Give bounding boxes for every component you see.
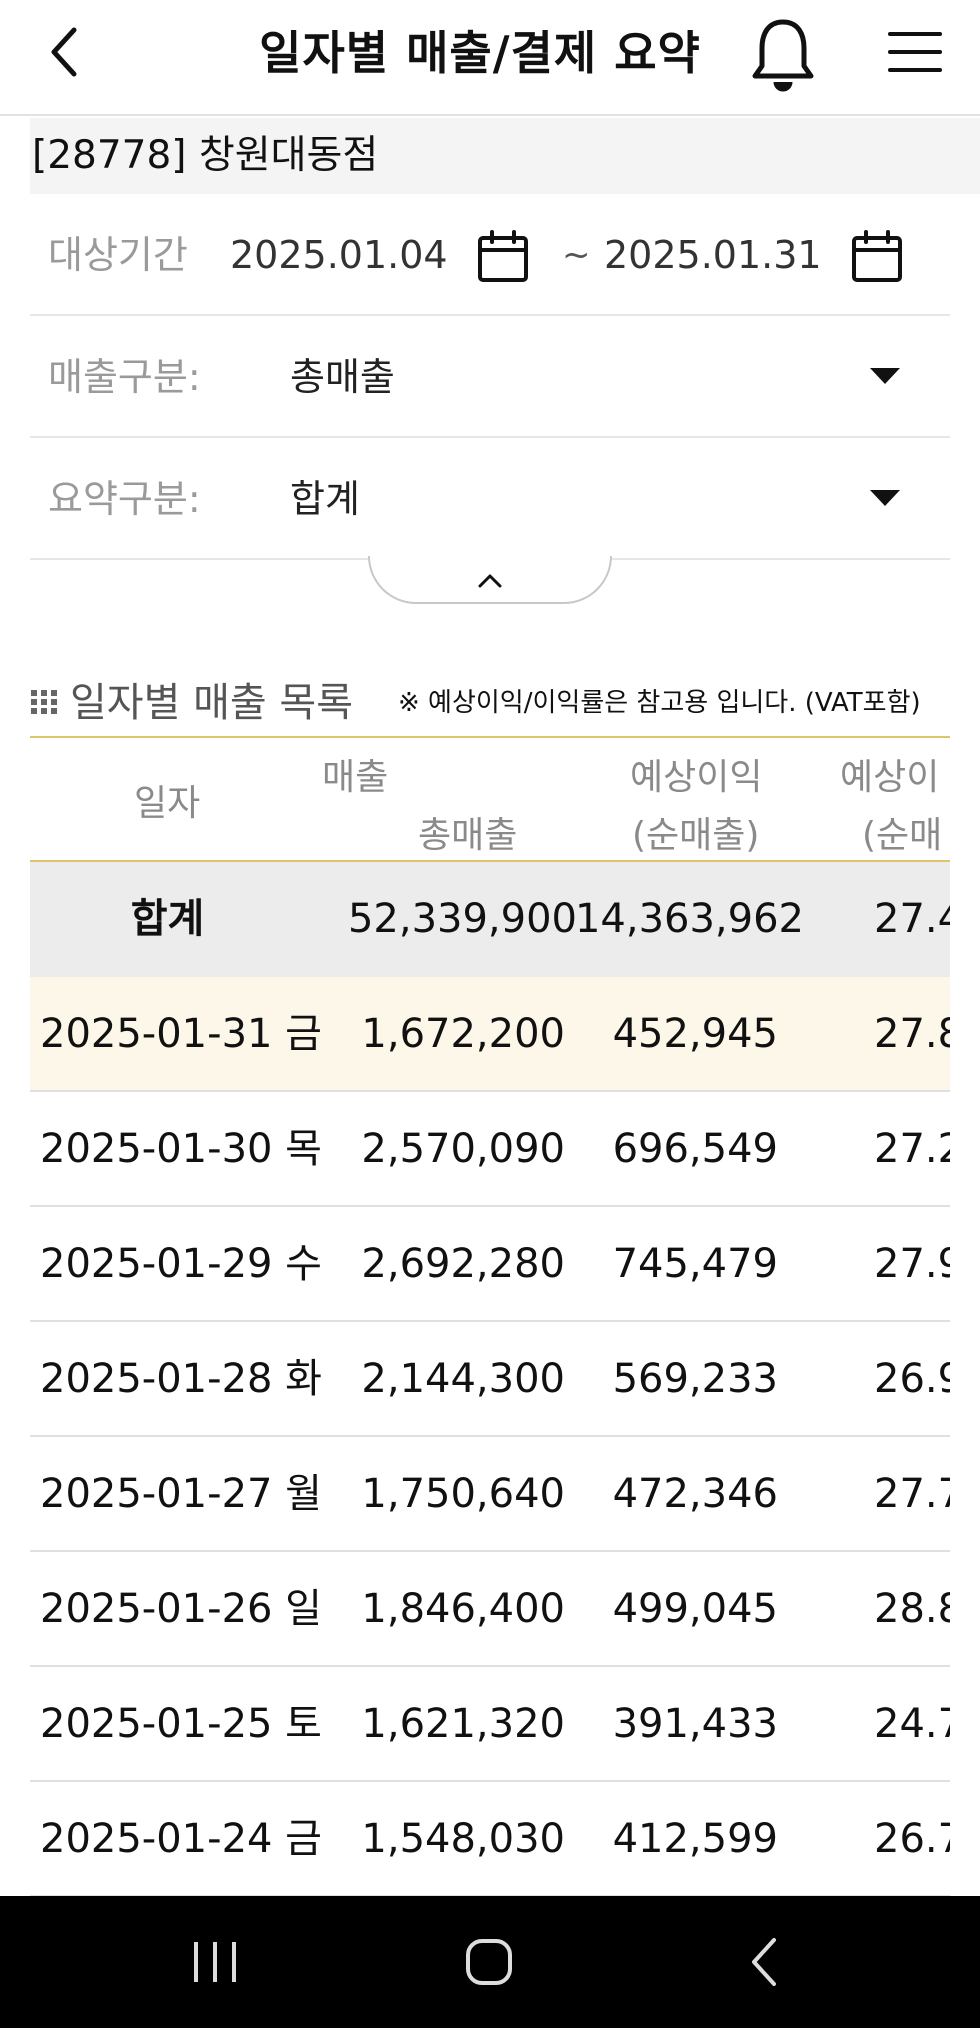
start-date-calendar-button[interactable] (476, 230, 530, 284)
row-sales: 1,750,640 (361, 1471, 565, 1517)
summary-type-value: 합계 (290, 477, 360, 521)
row-rate: 26.9 (874, 1356, 950, 1402)
row-date: 2025-01-26 일 (40, 1586, 322, 1632)
summary-type-select[interactable]: 합계 (244, 438, 950, 560)
table-header: 일자 매출 총매출 예상이익 (순매출) 예상이 (순매 (30, 738, 950, 862)
sales-type-filter-row: 매출구분: 총매출 (30, 316, 950, 438)
menu-button[interactable] (882, 24, 948, 80)
calendar-icon (478, 230, 528, 282)
total-rate: 27.4 (874, 896, 950, 942)
row-rate: 27.2 (874, 1126, 950, 1172)
column-header-rate-sub: (순매 (862, 815, 943, 856)
system-nav-bar (0, 1896, 980, 2028)
period-filter-row: 대상기간 2025.01.04 ~ 2025.01.31 (30, 194, 950, 316)
end-date-calendar-button[interactable] (850, 230, 904, 284)
column-header-total-sales: 총매출 (418, 815, 518, 856)
table-row[interactable]: 2025-01-28 화 2,144,300 569,233 26.9 (30, 1322, 950, 1437)
row-rate: 27.8 (874, 1011, 950, 1057)
table-row[interactable]: 2025-01-30 목 2,570,090 696,549 27.2 (30, 1092, 950, 1207)
back-button[interactable] (40, 22, 100, 82)
total-profit: 14,363,962 (574, 896, 804, 942)
column-group-sales: 매출 (322, 757, 389, 798)
row-profit: 472,346 (612, 1471, 778, 1517)
list-title-row: 일자별 매출 목록 ※ 예상이익/이익률은 참고용 입니다. (VAT포함) (30, 670, 950, 736)
row-profit: 745,479 (612, 1241, 778, 1287)
table-row[interactable]: 2025-01-25 토 1,621,320 391,433 24.7 (30, 1667, 950, 1782)
store-bar: [28778] 창원대동점 (30, 118, 980, 194)
recent-apps-icon (194, 1942, 236, 1982)
collapse-filters-button[interactable] (368, 556, 612, 604)
home-icon (466, 1939, 512, 1985)
table-row[interactable]: 2025-01-26 일 1,846,400 499,045 28.8 (30, 1552, 950, 1667)
row-date: 2025-01-28 화 (40, 1356, 322, 1402)
system-back-button[interactable] (730, 1932, 800, 1992)
row-date: 2025-01-27 월 (40, 1471, 322, 1517)
back-arrow-icon (752, 1938, 776, 1986)
table-row[interactable]: 2025-01-24 금 1,548,030 412,599 26.7 (30, 1782, 950, 1896)
row-profit: 696,549 (612, 1126, 778, 1172)
row-date: 2025-01-24 금 (40, 1816, 322, 1862)
row-date: 2025-01-25 토 (40, 1701, 322, 1747)
row-sales: 1,672,200 (361, 1011, 565, 1057)
row-sales: 1,846,400 (361, 1586, 565, 1632)
column-header-profit-sub: (순매출) (632, 815, 760, 856)
row-profit: 499,045 (612, 1586, 778, 1632)
row-sales: 2,570,090 (361, 1126, 565, 1172)
store-name: [28778] 창원대동점 (32, 133, 379, 178)
row-rate: 27.9 (874, 1241, 950, 1287)
chevron-left-icon (51, 27, 77, 77)
bell-icon (752, 19, 814, 92)
sales-type-select[interactable]: 총매출 (244, 316, 950, 438)
row-sales: 2,692,280 (361, 1241, 565, 1287)
summary-type-label: 요약구분: (48, 477, 201, 521)
date-range-separator: ~ (562, 235, 591, 275)
row-sales: 2,144,300 (361, 1356, 565, 1402)
page-title: 일자별 매출/결제 요약 (259, 26, 701, 80)
row-date: 2025-01-29 수 (40, 1241, 322, 1287)
row-profit: 412,599 (612, 1816, 778, 1862)
list-note: ※ 예상이익/이익률은 참고용 입니다. (VAT포함) (398, 688, 921, 718)
notification-button[interactable] (748, 16, 818, 92)
sales-type-label: 매출구분: (48, 355, 201, 399)
home-button[interactable] (454, 1932, 524, 1992)
sales-type-value: 총매출 (290, 355, 395, 399)
row-sales: 1,621,320 (361, 1701, 565, 1747)
table-row[interactable]: 2025-01-29 수 2,692,280 745,479 27.9 (30, 1207, 950, 1322)
chevron-up-icon (478, 574, 502, 588)
total-label: 합계 (130, 896, 205, 942)
column-header-rate: 예상이 (840, 757, 940, 798)
column-header-date: 일자 (134, 783, 201, 824)
row-sales: 1,548,030 (361, 1816, 565, 1862)
grid-dots-icon (31, 690, 57, 714)
column-header-profit: 예상이익 (630, 757, 763, 798)
table-row[interactable]: 2025-01-27 월 1,750,640 472,346 27.7 (30, 1437, 950, 1552)
summary-type-filter-row: 요약구분: 합계 (30, 438, 950, 560)
app-header: 일자별 매출/결제 요약 (0, 0, 980, 116)
list-title: 일자별 매출 목록 (70, 680, 354, 726)
row-profit: 391,433 (612, 1701, 778, 1747)
row-rate: 26.7 (874, 1816, 950, 1862)
row-rate: 24.7 (874, 1701, 950, 1747)
total-sales: 52,339,900 (347, 896, 577, 942)
table-row[interactable]: 2025-01-31 금 1,672,200 452,945 27.8 (30, 977, 950, 1092)
end-date-field[interactable]: 2025.01.31 (604, 233, 822, 277)
row-rate: 27.7 (874, 1471, 950, 1517)
daily-sales-table[interactable]: 일자 매출 총매출 예상이익 (순매출) 예상이 (순매 합계 52,339,9… (30, 736, 950, 1896)
start-date-field[interactable]: 2025.01.04 (230, 233, 448, 277)
row-rate: 28.8 (874, 1586, 950, 1632)
period-label: 대상기간 (48, 233, 188, 277)
table-total-row: 합계 52,339,900 14,363,962 27.4 (30, 862, 950, 977)
hamburger-menu-icon (888, 32, 942, 72)
caret-down-icon (870, 490, 900, 506)
calendar-icon (852, 230, 902, 282)
row-date: 2025-01-31 금 (40, 1011, 322, 1057)
row-date: 2025-01-30 목 (40, 1126, 322, 1172)
recent-apps-button[interactable] (180, 1932, 250, 1992)
caret-down-icon (870, 368, 900, 384)
row-profit: 452,945 (612, 1011, 778, 1057)
row-profit: 569,233 (612, 1356, 778, 1402)
